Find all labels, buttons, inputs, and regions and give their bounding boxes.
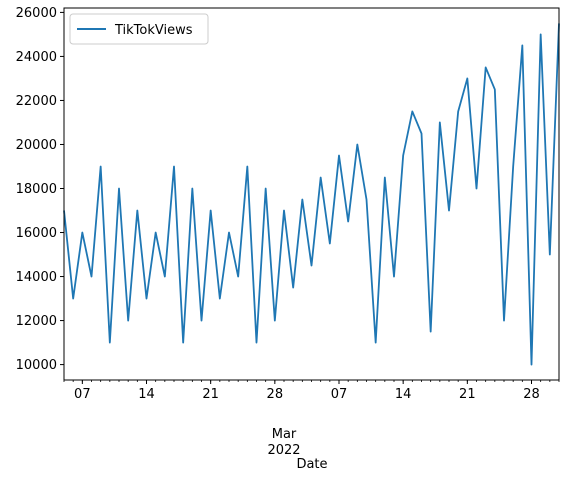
x-tick-label: 14 bbox=[138, 387, 155, 402]
y-tick-label: 16000 bbox=[16, 226, 57, 241]
plot-frame bbox=[63, 7, 560, 381]
x-tick-label: 28 bbox=[523, 387, 540, 402]
y-tick-label: 18000 bbox=[16, 182, 57, 197]
y-tick-label: 24000 bbox=[16, 50, 57, 65]
x-tick-label: 14 bbox=[395, 387, 412, 402]
x-tick-label: 21 bbox=[202, 387, 219, 402]
legend-label-tiktokviews: TikTokViews bbox=[114, 23, 193, 38]
y-tick-label: 20000 bbox=[16, 138, 57, 153]
x-month-label: Mar bbox=[272, 427, 297, 442]
plot-area bbox=[64, 8, 559, 380]
x-tick-label: 07 bbox=[331, 387, 348, 402]
x-tick-label: 07 bbox=[74, 387, 91, 402]
y-tick-label: 12000 bbox=[16, 314, 57, 329]
legend: TikTokViews bbox=[69, 13, 209, 45]
y-tick-label: 26000 bbox=[16, 6, 57, 21]
y-tick-label: 22000 bbox=[16, 94, 57, 109]
x-tick-label: 21 bbox=[459, 387, 476, 402]
x-axis-ticks: 07 14 21 28 07 14 21 28 bbox=[63, 380, 560, 402]
y-axis-ticks: 10000 12000 14000 16000 18000 20000 22000 24000… bbox=[16, 6, 64, 373]
x-axis-title: Date bbox=[296, 457, 327, 472]
y-tick-label: 10000 bbox=[16, 358, 57, 373]
legend-box bbox=[69, 13, 209, 45]
y-tick-label: 14000 bbox=[16, 270, 57, 285]
x-tick-label: 28 bbox=[267, 387, 284, 402]
x-year-label: 2022 bbox=[267, 443, 300, 458]
